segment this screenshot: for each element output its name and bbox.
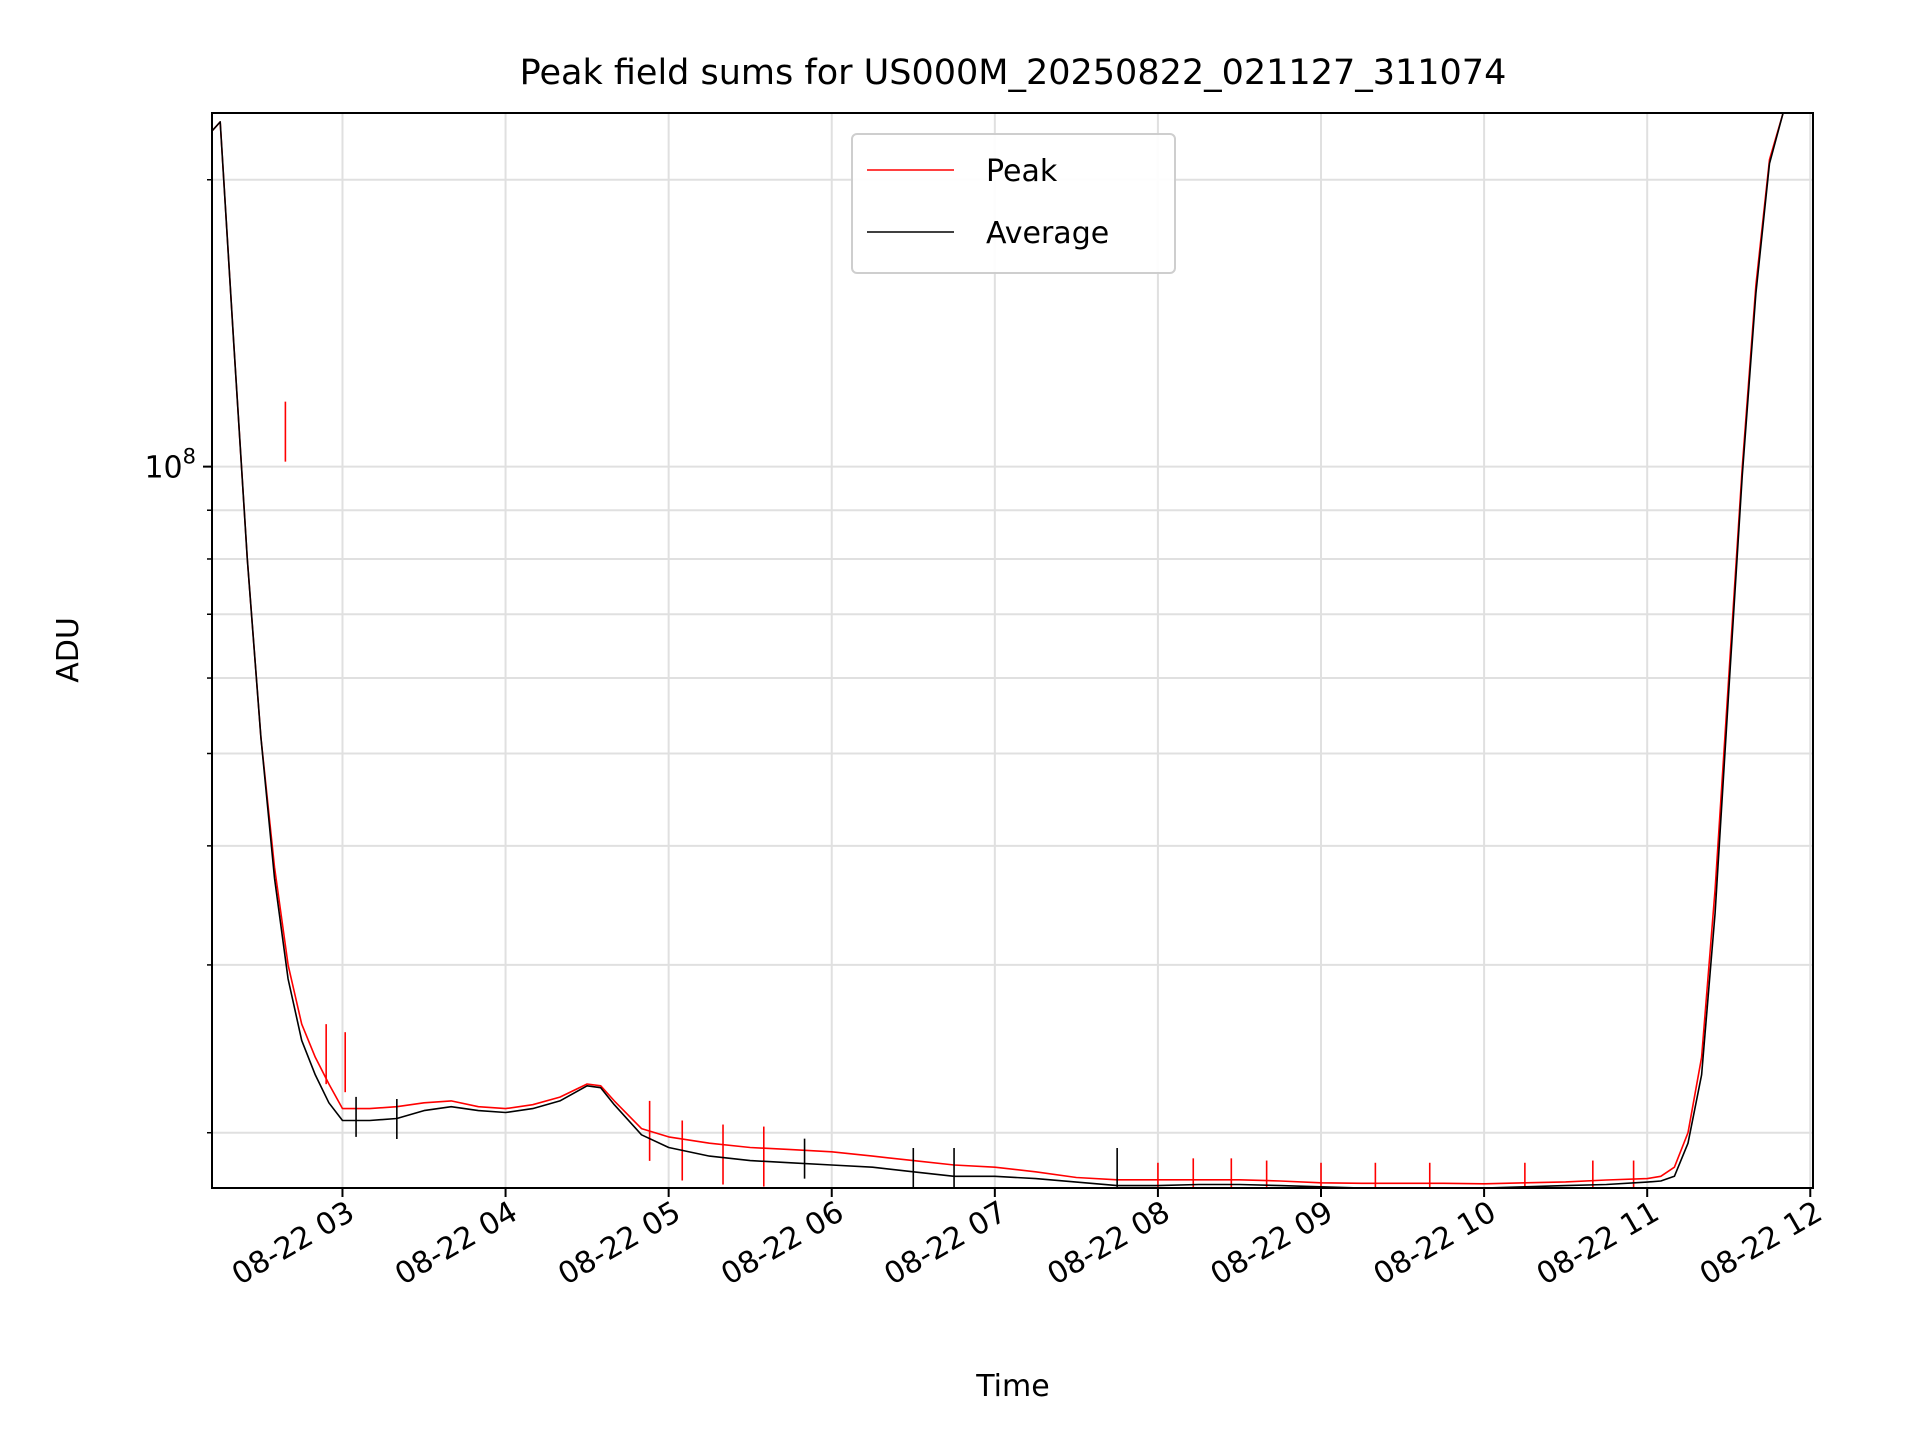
legend-label-peak: Peak [986, 154, 1058, 189]
x-tick-label: 08-22 09 [1205, 1195, 1339, 1293]
legend: Peak Average [851, 133, 1176, 274]
x-tick-label: 08-22 05 [552, 1195, 686, 1293]
x-tick-label: 08-22 08 [1042, 1195, 1176, 1293]
x-tick-label: 08-22 03 [226, 1195, 360, 1293]
plot-frame [211, 112, 1814, 1189]
x-tick-label: 08-22 06 [715, 1195, 849, 1293]
x-tick-label: 08-22 04 [389, 1195, 523, 1293]
x-tick-label: 08-22 11 [1531, 1195, 1665, 1293]
legend-label-average: Average [986, 216, 1109, 251]
chart-title: Peak field sums for US000M_20250822_0211… [520, 53, 1507, 93]
x-tick-label: 08-22 12 [1694, 1195, 1828, 1293]
grid-layer [212, 113, 1813, 1188]
y-axis-label: ADU [51, 617, 86, 683]
y-tick-label: 108 [144, 445, 196, 486]
series-layer [212, 113, 1797, 1188]
series-average-line [212, 113, 1797, 1188]
legend-box [851, 133, 1176, 274]
x-axis-label: Time [975, 1369, 1049, 1404]
x-tick-label: 08-22 07 [879, 1195, 1013, 1293]
x-tick-label: 08-22 10 [1368, 1195, 1502, 1293]
